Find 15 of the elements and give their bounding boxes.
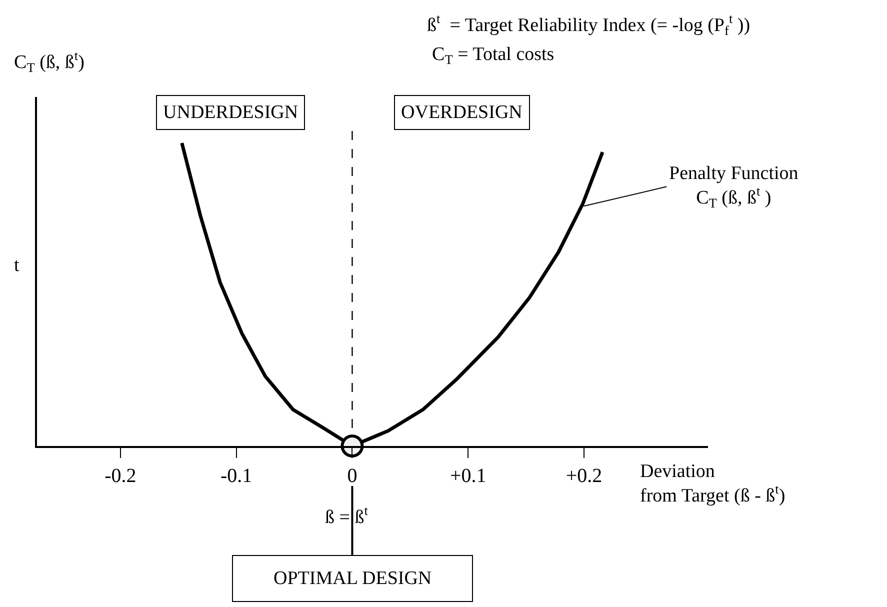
x-axis-title: Deviation from Target (ß - ß$^{t}$)	[640, 461, 786, 507]
x-tick-label: -0.2	[104, 464, 136, 487]
x-tick-label: -0.1	[220, 464, 252, 487]
annotation: Penalty Function C$_{T}$ (ß, ß$^{t}$ )	[669, 163, 799, 211]
text: t	[14, 255, 20, 276]
y-axis-title: C$_{T}$ (ß, ß$^{t}$)	[14, 48, 84, 75]
text: OVERDESIGN	[401, 102, 523, 123]
annotation: OPTIMAL DESIGN	[245, 568, 460, 589]
x-tick-label: +0.1	[450, 464, 486, 487]
text: UNDERDESIGN	[163, 102, 298, 123]
text: ß$^{t}$ = Target Reliability Index (= -log (P$_{f}$$^{t}$ ))	[427, 11, 750, 38]
text: C$_{T}$ = Total costs	[432, 44, 554, 67]
text: ß = ß$^{t}$	[325, 503, 368, 528]
x-tick-label: 0	[347, 464, 358, 487]
x-tick-label: +0.2	[566, 464, 602, 487]
